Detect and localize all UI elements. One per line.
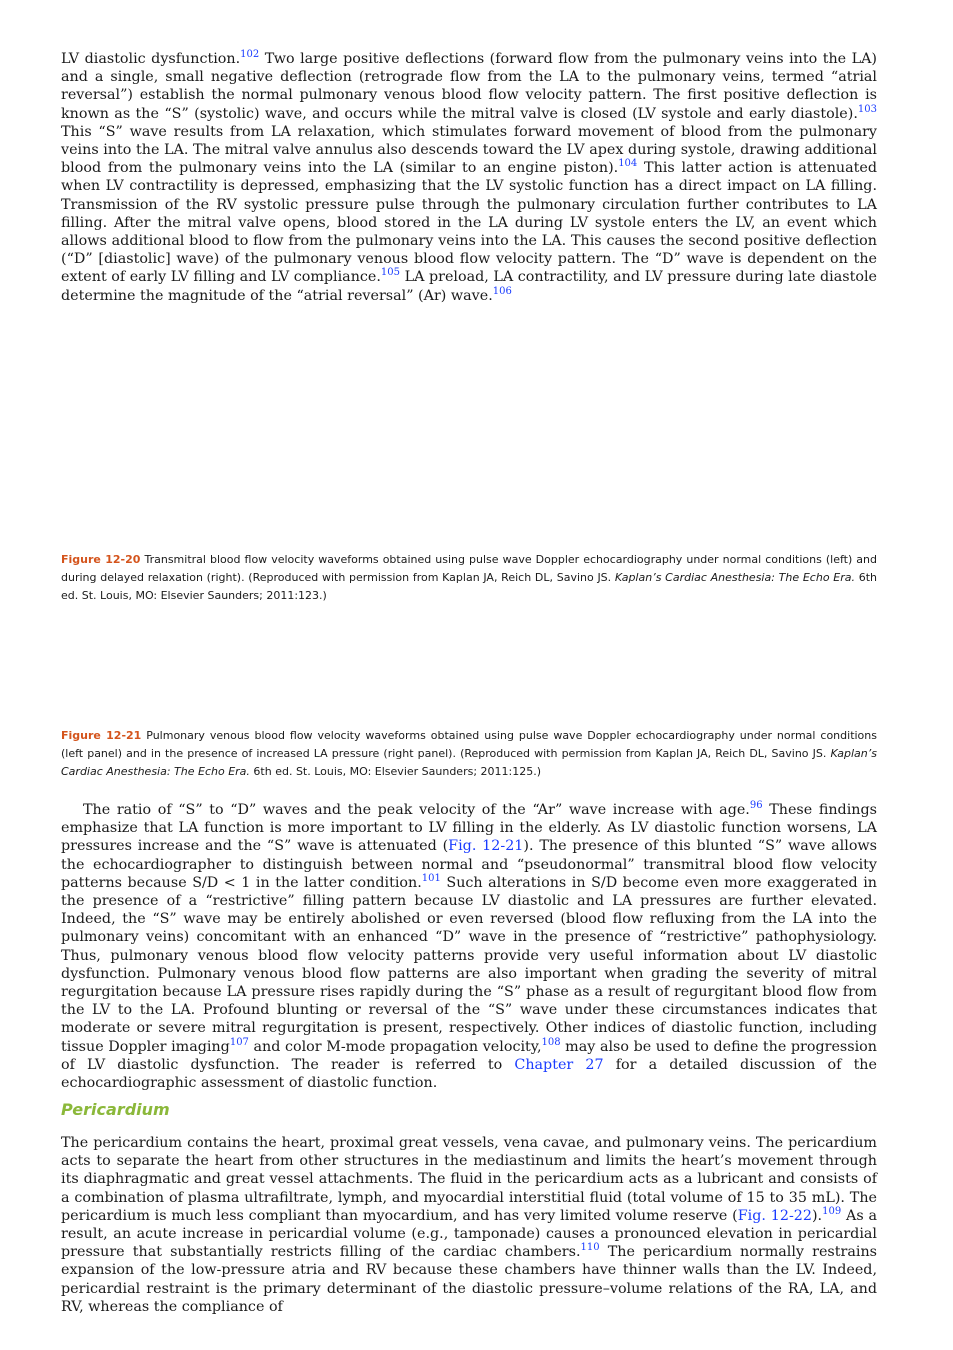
caption-book-title: Kaplan’s Cardiac Anesthesia: The Echo Er… [614, 571, 855, 584]
reference-superscript[interactable]: 96 [749, 800, 763, 811]
paragraph-text: These findings emphasize that LA functio… [61, 802, 877, 855]
figure-12-21-image [61, 610, 877, 720]
paragraph-sd-ratio: The ratio of “S” to “D” waves and the pe… [61, 801, 877, 1092]
reference-superscript[interactable]: 109 [822, 1205, 842, 1217]
paragraph-text: This latter action is attenuated when LV… [61, 160, 877, 286]
caption-text: 6th ed. St. Louis, MO: Elsevier Saunders… [249, 765, 542, 778]
paragraph-text: The pericardium contains the heart, prox… [61, 1135, 877, 1224]
paragraph-text: Such alterations in S/D become even more… [61, 874, 877, 1055]
reference-superscript[interactable]: 106 [492, 285, 512, 297]
caption-book-title: Kaplan’s Cardiac Anesthesia: The Echo Er… [61, 747, 877, 778]
chapter-link[interactable]: Chapter 27 [514, 1056, 604, 1073]
figure-12-21-caption: Figure 12-21 Pulmonary venous blood flow… [61, 727, 877, 781]
paragraph-text: LA preload, LA contractility, and LV pre… [61, 269, 877, 304]
reference-superscript[interactable]: 110 [580, 1242, 600, 1254]
paragraph-text: The pericardium normally restrains expan… [61, 1244, 877, 1315]
paragraph-text: Two large positive deflections (forward … [61, 51, 877, 122]
reference-superscript[interactable]: 108 [541, 1036, 561, 1048]
figure-label: Figure 12-20 [61, 553, 141, 566]
paragraph-pericardium: The pericardium contains the heart, prox… [61, 1134, 877, 1316]
figure-12-20-image [61, 300, 877, 545]
caption-text: 6th ed. St. Louis, MO: Elsevier Saunders… [61, 571, 877, 602]
reference-superscript[interactable]: 103 [857, 103, 877, 115]
caption-text: Pulmonary venous blood flow velocity wav… [61, 729, 877, 760]
caption-text: Transmitral blood flow velocity waveform… [61, 553, 877, 584]
reference-superscript[interactable]: 104 [618, 158, 638, 170]
figure-link[interactable]: Fig. 12-21 [448, 838, 524, 855]
paragraph-text: for a detailed discussion of the echocar… [61, 1056, 877, 1092]
paragraph-text: may also be used to define the progressi… [61, 1038, 877, 1073]
paragraph-text: The ratio of “S” to “D” waves and the pe… [83, 802, 750, 818]
paragraph-text: This “S” wave results from LA relaxation… [61, 123, 877, 177]
figure-12-20-caption: Figure 12-20 Transmitral blood flow velo… [61, 551, 877, 605]
reference-superscript[interactable]: 107 [229, 1036, 249, 1048]
paragraph-la-function: LV diastolic dysfunction.102 Two large p… [61, 50, 877, 305]
reference-superscript[interactable]: 101 [421, 872, 441, 884]
figure-link[interactable]: Fig. 12-22 [737, 1207, 812, 1224]
paragraph-text: ). The presence of this blunted “S” wave… [61, 838, 878, 891]
reference-superscript[interactable]: 105 [380, 267, 401, 279]
reference-superscript[interactable]: 102 [240, 49, 260, 60]
paragraph-text: As a result, an acute increase in perica… [61, 1207, 877, 1261]
paragraph-text: ). [811, 1207, 823, 1224]
paragraph-text: LV diastolic dysfunction. [61, 51, 241, 67]
figure-label: Figure 12-21 [61, 729, 142, 742]
paragraph-text: and color M-mode propagation velocity, [248, 1038, 542, 1055]
section-heading-pericardium: Pericardium [61, 1100, 170, 1119]
